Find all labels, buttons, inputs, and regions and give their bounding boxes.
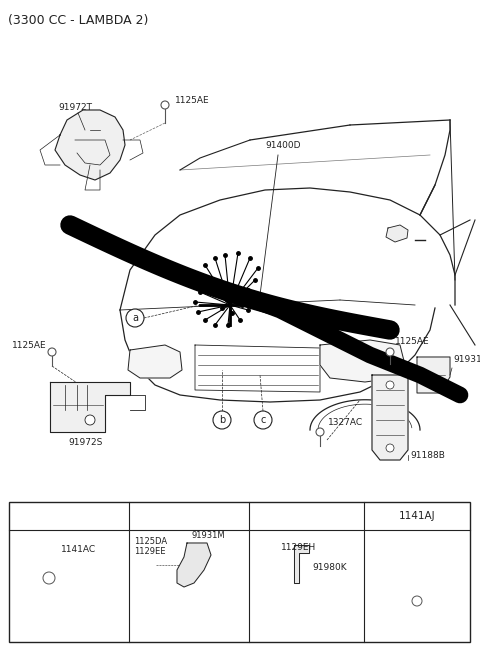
Circle shape <box>161 101 169 109</box>
Polygon shape <box>50 382 130 432</box>
Text: c: c <box>260 415 266 425</box>
Circle shape <box>213 411 231 429</box>
Text: 1125AE: 1125AE <box>395 337 430 346</box>
Circle shape <box>412 596 422 606</box>
Polygon shape <box>294 545 309 583</box>
Circle shape <box>48 348 56 356</box>
Polygon shape <box>55 110 125 180</box>
Text: b: b <box>219 415 225 425</box>
Polygon shape <box>386 225 408 242</box>
Circle shape <box>147 551 155 559</box>
Text: 1125AE: 1125AE <box>12 341 47 350</box>
Text: (3300 CC - LAMBDA 2): (3300 CC - LAMBDA 2) <box>8 14 148 27</box>
Text: 1125DA: 1125DA <box>134 537 167 546</box>
Text: a: a <box>48 511 54 521</box>
Text: b: b <box>168 511 174 521</box>
Text: 1327AC: 1327AC <box>328 418 363 427</box>
Polygon shape <box>372 375 408 460</box>
Text: 91972T: 91972T <box>58 103 92 112</box>
Text: 91931M: 91931M <box>191 531 225 540</box>
Polygon shape <box>417 357 450 393</box>
Circle shape <box>43 572 55 584</box>
Text: 91980K: 91980K <box>312 563 347 572</box>
Polygon shape <box>320 340 405 382</box>
Text: 91972S: 91972S <box>68 438 102 447</box>
Circle shape <box>386 348 394 356</box>
Circle shape <box>386 381 394 389</box>
Text: 1141AC: 1141AC <box>61 545 96 554</box>
Circle shape <box>267 541 275 549</box>
Polygon shape <box>128 345 182 378</box>
Bar <box>9 502 470 642</box>
Text: c: c <box>286 511 291 521</box>
Circle shape <box>85 415 95 425</box>
Text: 91188B: 91188B <box>410 451 445 460</box>
Circle shape <box>413 572 421 580</box>
Polygon shape <box>177 543 211 587</box>
Text: 91931F: 91931F <box>453 355 480 364</box>
Circle shape <box>126 309 144 327</box>
Circle shape <box>254 411 272 429</box>
Circle shape <box>316 428 324 436</box>
Circle shape <box>386 444 394 452</box>
Text: 1125AE: 1125AE <box>175 96 210 105</box>
Text: 1129EE: 1129EE <box>134 547 166 556</box>
Circle shape <box>45 541 53 549</box>
Circle shape <box>162 507 180 525</box>
Text: 1141AJ: 1141AJ <box>399 511 435 521</box>
Circle shape <box>279 507 298 525</box>
Text: 1129EH: 1129EH <box>281 543 316 552</box>
Text: 91400D: 91400D <box>265 141 300 150</box>
Circle shape <box>42 507 60 525</box>
Text: a: a <box>132 313 138 323</box>
